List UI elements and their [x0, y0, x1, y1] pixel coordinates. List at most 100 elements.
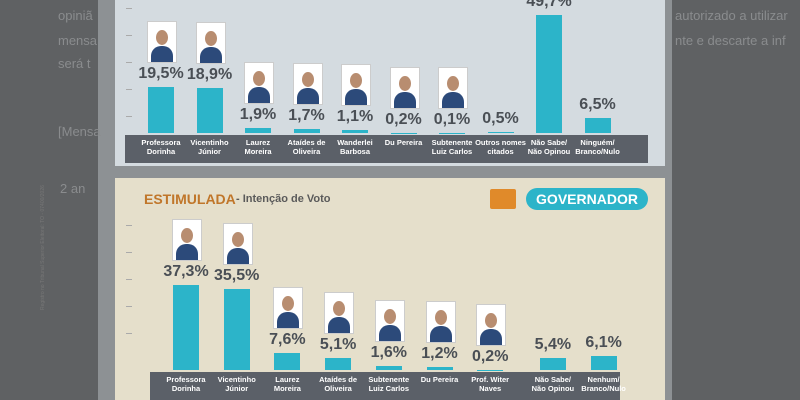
decor-tick	[126, 279, 132, 280]
background-text: opiniã	[58, 8, 93, 23]
value-label: 1,9%	[239, 106, 277, 124]
photo-head	[253, 71, 265, 87]
photo-head	[434, 310, 447, 326]
candidate-photo	[292, 62, 323, 105]
bar	[293, 128, 320, 133]
background-text: 2 an	[60, 181, 86, 196]
value-label: 1,2%	[421, 345, 458, 363]
category-label: Du Pereira	[384, 138, 423, 147]
category-label: Não Sabe/ Não Opinou	[527, 138, 571, 156]
bar	[196, 88, 223, 133]
category-label: Ninguém/ Branco/Nulo	[575, 138, 620, 156]
photo-body	[226, 248, 249, 265]
category-label: Subtenente Luiz Carlos	[431, 138, 473, 156]
candidate-photo	[438, 66, 468, 109]
value-label: 6,1%	[585, 334, 622, 352]
candidate-photo	[147, 20, 177, 63]
background-text: [Mensa	[58, 124, 101, 139]
bar	[173, 284, 199, 370]
photo-head	[447, 75, 459, 91]
photo-body	[151, 45, 173, 62]
photo-body	[199, 47, 222, 64]
background-text: nte e descarte a inf	[675, 33, 786, 48]
value-label: 1,1%	[336, 108, 374, 126]
candidate-photo	[341, 64, 371, 107]
bar	[342, 130, 368, 133]
category-label: Professora Dorinha	[141, 138, 181, 156]
value-label: 1,7%	[288, 106, 325, 124]
badge: GOVERNADOR	[526, 188, 648, 210]
photo-head	[333, 301, 346, 317]
candidate-photo	[374, 300, 405, 343]
photo-body	[378, 325, 401, 342]
chart-panel	[115, 178, 665, 400]
category-label: Vicentinho Júnior	[217, 375, 256, 393]
category-label: Du Pereira	[420, 375, 459, 384]
bar	[375, 366, 402, 370]
bar	[223, 289, 250, 370]
candidate-photo	[222, 223, 253, 266]
bar	[487, 131, 514, 133]
decor-tick	[126, 306, 132, 307]
category-label: Prof. Witer Naves	[471, 375, 510, 393]
candidate-photo	[425, 301, 456, 344]
background-text: mensa	[58, 33, 98, 48]
photo-head	[181, 227, 193, 243]
bar	[325, 358, 352, 370]
value-label: 0,2%	[385, 110, 422, 128]
category-label: Laurez Moreira	[273, 375, 301, 393]
photo-head	[398, 75, 411, 91]
bar	[274, 352, 301, 370]
bar	[245, 128, 271, 133]
photo-head	[282, 295, 295, 311]
photo-head	[231, 232, 244, 248]
chart-subtitle: - Intenção de Voto	[236, 193, 331, 205]
photo-head	[350, 73, 362, 89]
candidate-photo	[389, 66, 420, 109]
category-label: Nenhum/ Branco/Nulo	[581, 375, 626, 393]
bar	[536, 15, 562, 133]
photo-head	[156, 29, 168, 45]
value-label: 1,6%	[370, 344, 408, 362]
value-label: 18,9%	[186, 66, 233, 84]
photo-body	[248, 87, 270, 104]
logo	[490, 189, 516, 209]
value-label: 0,1%	[433, 110, 471, 128]
value-label: 0,2%	[471, 347, 509, 365]
photo-body	[176, 243, 198, 260]
photo-body	[345, 89, 367, 106]
category-label: Laurez Moreira	[244, 138, 272, 156]
decor-tick	[126, 116, 132, 117]
value-label: 6,5%	[579, 95, 616, 113]
value-label: 49,7%	[526, 0, 572, 11]
background-text: autorizado a utilizar	[675, 8, 788, 23]
photo-body	[442, 91, 464, 108]
category-label: Subtenente Luiz Carlos	[368, 375, 410, 393]
photo-head	[204, 31, 217, 47]
photo-body	[277, 311, 300, 328]
photo-body	[296, 87, 319, 104]
candidate-photo	[195, 22, 226, 65]
label-strip	[125, 135, 648, 163]
bar	[539, 357, 566, 370]
photo-head	[383, 309, 396, 325]
photo-head	[301, 71, 314, 87]
bar	[426, 367, 453, 370]
category-label: Vicentinho Júnior	[190, 138, 229, 156]
category-label: Outros nomes citados	[475, 138, 526, 156]
candidate-photo	[476, 303, 507, 346]
value-label: 19,5%	[138, 64, 184, 82]
photo-body	[480, 328, 503, 345]
category-label: Não Sabe/ Não Opinou	[531, 375, 575, 393]
value-label: 37,3%	[163, 262, 209, 280]
value-label: 0,5%	[482, 109, 519, 127]
photo-head	[485, 312, 498, 328]
bar	[148, 86, 174, 133]
bar	[584, 117, 611, 133]
decor-tick	[126, 252, 132, 253]
decor-tick	[126, 89, 132, 90]
value-label: 5,1%	[319, 336, 357, 354]
photo-body	[328, 317, 351, 334]
candidate-photo	[324, 292, 355, 335]
